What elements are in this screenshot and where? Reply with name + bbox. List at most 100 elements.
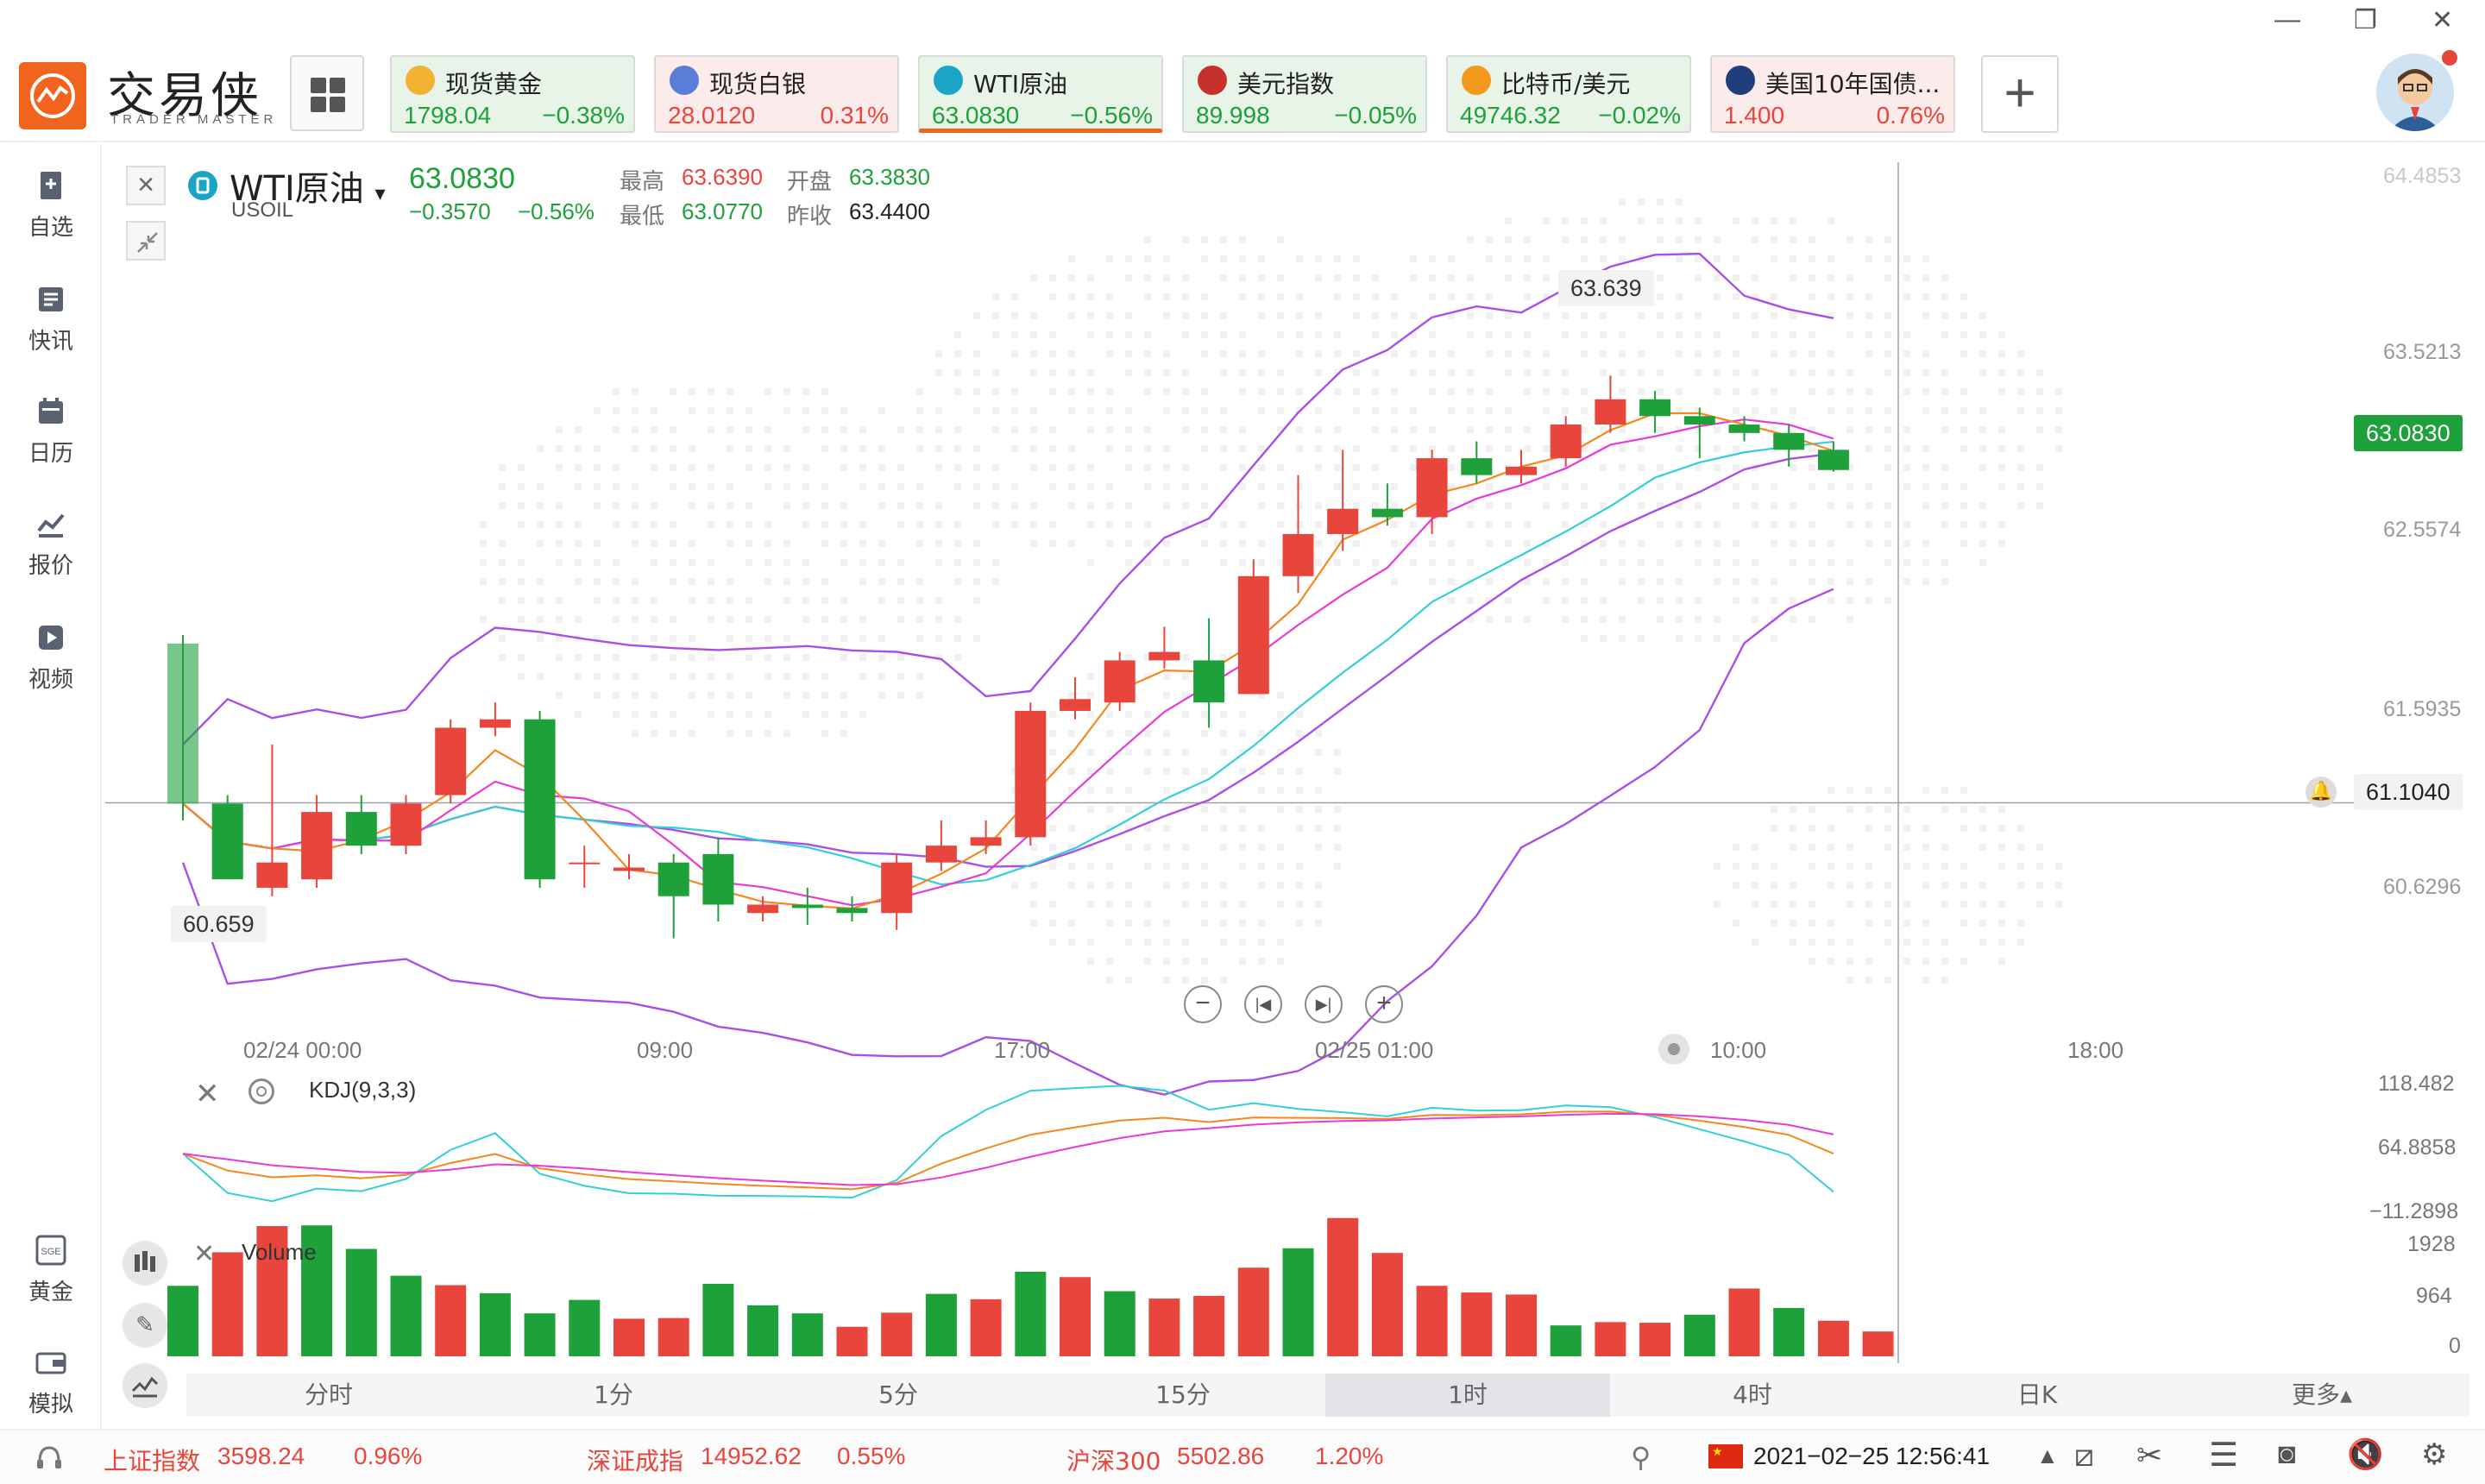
ticker-card[interactable]: 美国10年国债... 1.400 0.76% xyxy=(1710,55,1955,133)
sidebar-item-wallet[interactable]: 模拟 xyxy=(0,1345,102,1418)
zoom-in-button[interactable]: + xyxy=(1365,985,1403,1023)
index-name[interactable]: 上证指数 xyxy=(104,1447,201,1475)
ticker-card[interactable]: 现货白银 28.0120 0.31% xyxy=(654,55,899,133)
scroll-start-button[interactable]: |◀ xyxy=(1244,985,1282,1023)
sidebar-item-label: 快讯 xyxy=(28,329,73,355)
ticker-change: −0.38% xyxy=(542,102,625,129)
sidebar-item-sge[interactable]: SGE 黄金 xyxy=(0,1233,102,1306)
sidebar-item-label: 自选 xyxy=(28,215,73,241)
layout-grid-button[interactable] xyxy=(290,55,364,131)
volume-bar xyxy=(345,1248,377,1356)
tab-timeframe[interactable]: 15分 xyxy=(1155,1380,1211,1409)
candle-body xyxy=(1327,508,1359,534)
list-icon[interactable]: ☰ xyxy=(2209,1437,2239,1474)
monitor-off-icon[interactable]: ⧄ xyxy=(2074,1437,2094,1473)
sidebar-item-label: 日历 xyxy=(28,441,73,467)
volume-bar xyxy=(1327,1217,1359,1356)
kdj-settings-icon[interactable] xyxy=(248,1078,274,1104)
chevron-up-icon[interactable]: ▲ xyxy=(2036,1443,2059,1468)
tab-timeframe[interactable]: 日K xyxy=(2016,1380,2058,1409)
tab-timeframe[interactable]: 1时 xyxy=(1325,1374,1610,1417)
playback-dot-icon[interactable] xyxy=(1658,1034,1689,1065)
candle-style-icon[interactable] xyxy=(123,1241,167,1286)
volume-bar xyxy=(1282,1248,1314,1356)
time-axis-label: 02/24 00:00 xyxy=(243,1037,362,1063)
close-kdj-icon[interactable]: ✕ xyxy=(195,1078,220,1110)
high-label: 最高 xyxy=(620,169,665,195)
tools-icon[interactable]: ✂ xyxy=(2136,1437,2163,1473)
ticker-card[interactable]: 现货黄金 1798.04 −0.38% xyxy=(390,55,635,133)
sidebar-item-news[interactable]: 快讯 xyxy=(0,282,102,355)
indicator-icon[interactable] xyxy=(123,1363,167,1408)
price-axis-label: 61.5935 xyxy=(2383,697,2462,721)
open-value: 63.3830 xyxy=(849,164,930,190)
tab-timeframe[interactable]: 更多▴ xyxy=(2291,1380,2353,1409)
ticker-price: 1798.04 xyxy=(404,102,492,129)
tab-timeframe[interactable]: 5分 xyxy=(878,1380,918,1409)
chevron-down-icon[interactable]: ▾ xyxy=(374,181,386,205)
candle-body xyxy=(1371,508,1403,518)
ticker-card[interactable]: 比特币/美元 49746.32 −0.02% xyxy=(1446,55,1691,133)
sidebar-item-bookmark-add[interactable]: 自选 xyxy=(0,168,102,242)
volume-bar xyxy=(657,1317,689,1356)
volume-bar xyxy=(1728,1288,1760,1356)
restore-button[interactable]: ❐ xyxy=(2354,6,2377,35)
wallet-icon xyxy=(35,1352,66,1374)
zoom-out-button[interactable]: − xyxy=(1184,985,1222,1023)
link-icon[interactable]: ⚲ xyxy=(1631,1442,1651,1473)
sidebar-item-calendar[interactable]: 日历 xyxy=(0,394,102,468)
add-ticker-button[interactable]: + xyxy=(1981,55,2059,133)
close-chart-button[interactable]: × xyxy=(126,166,166,205)
sidebar-item-label: 报价 xyxy=(28,553,73,579)
candle-body xyxy=(1639,399,1671,417)
avatar[interactable] xyxy=(2376,53,2454,131)
symbol-name[interactable]: WTI原油 ▾ xyxy=(230,160,386,211)
volume-bar xyxy=(301,1225,333,1356)
us-flag-icon xyxy=(1198,66,1227,95)
bond-icon xyxy=(1726,66,1755,95)
kline-chart[interactable] xyxy=(105,145,2485,1374)
index-value: 3598.24 xyxy=(217,1443,305,1469)
time-axis-label: 09:00 xyxy=(637,1037,694,1063)
index-value: 14952.62 xyxy=(701,1443,802,1469)
tab-timeframe[interactable]: 分时 xyxy=(304,1380,353,1409)
volume-bar xyxy=(1683,1314,1715,1356)
close-volume-icon[interactable]: ✕ xyxy=(193,1240,216,1268)
ticker-card[interactable]: 美元指数 89.998 −0.05% xyxy=(1182,55,1427,133)
draw-tool-icon[interactable]: ✎ xyxy=(123,1303,167,1348)
logo-icon xyxy=(30,73,75,118)
grid-icon xyxy=(311,78,326,93)
index-name[interactable]: 深证成指 xyxy=(587,1447,684,1475)
camera-icon[interactable]: ◙ xyxy=(2278,1437,2296,1470)
close-window-button[interactable]: ✕ xyxy=(2432,6,2454,35)
index-name[interactable]: 沪深300 xyxy=(1066,1447,1161,1475)
sge-icon: SGE xyxy=(35,1235,66,1266)
index-change: 0.96% xyxy=(354,1443,423,1469)
minimize-button[interactable]: — xyxy=(2274,5,2300,34)
kdj-label: KDJ(9,3,3) xyxy=(309,1077,417,1103)
index-change: 1.20% xyxy=(1315,1443,1384,1469)
headset-icon[interactable] xyxy=(33,1443,66,1475)
scroll-end-button[interactable]: ▶| xyxy=(1305,985,1343,1023)
ticker-card[interactable]: WTI原油 63.0830 −0.56% xyxy=(918,55,1163,133)
candle-body xyxy=(211,803,243,880)
tab-timeframe[interactable]: 4时 xyxy=(1733,1380,1772,1409)
sidebar-item-quote-chart[interactable]: 报价 xyxy=(0,506,102,580)
volume-bar xyxy=(390,1275,422,1356)
price-alert-bell-icon[interactable]: 🔔 xyxy=(2306,777,2337,808)
shrink-chart-button[interactable] xyxy=(126,221,166,261)
time-axis-label: 02/25 01:00 xyxy=(1315,1037,1434,1063)
bollinger-upper-line xyxy=(182,252,1834,745)
volume-bar xyxy=(435,1285,467,1356)
chart-area[interactable] xyxy=(105,145,2485,1374)
sidebar-item-video[interactable]: 视频 xyxy=(0,620,102,694)
low-label: 最低 xyxy=(620,204,665,230)
candle-body xyxy=(569,862,601,865)
prev-close-value: 63.4400 xyxy=(849,198,930,224)
settings-icon[interactable]: ⚙ xyxy=(2421,1438,2448,1471)
sidebar-item-label: 黄金 xyxy=(28,1280,73,1305)
index-value: 5502.86 xyxy=(1177,1443,1265,1469)
candle-body xyxy=(479,719,511,728)
tab-timeframe[interactable]: 1分 xyxy=(594,1380,633,1409)
mute-icon[interactable]: 🔇 xyxy=(2347,1438,2384,1471)
